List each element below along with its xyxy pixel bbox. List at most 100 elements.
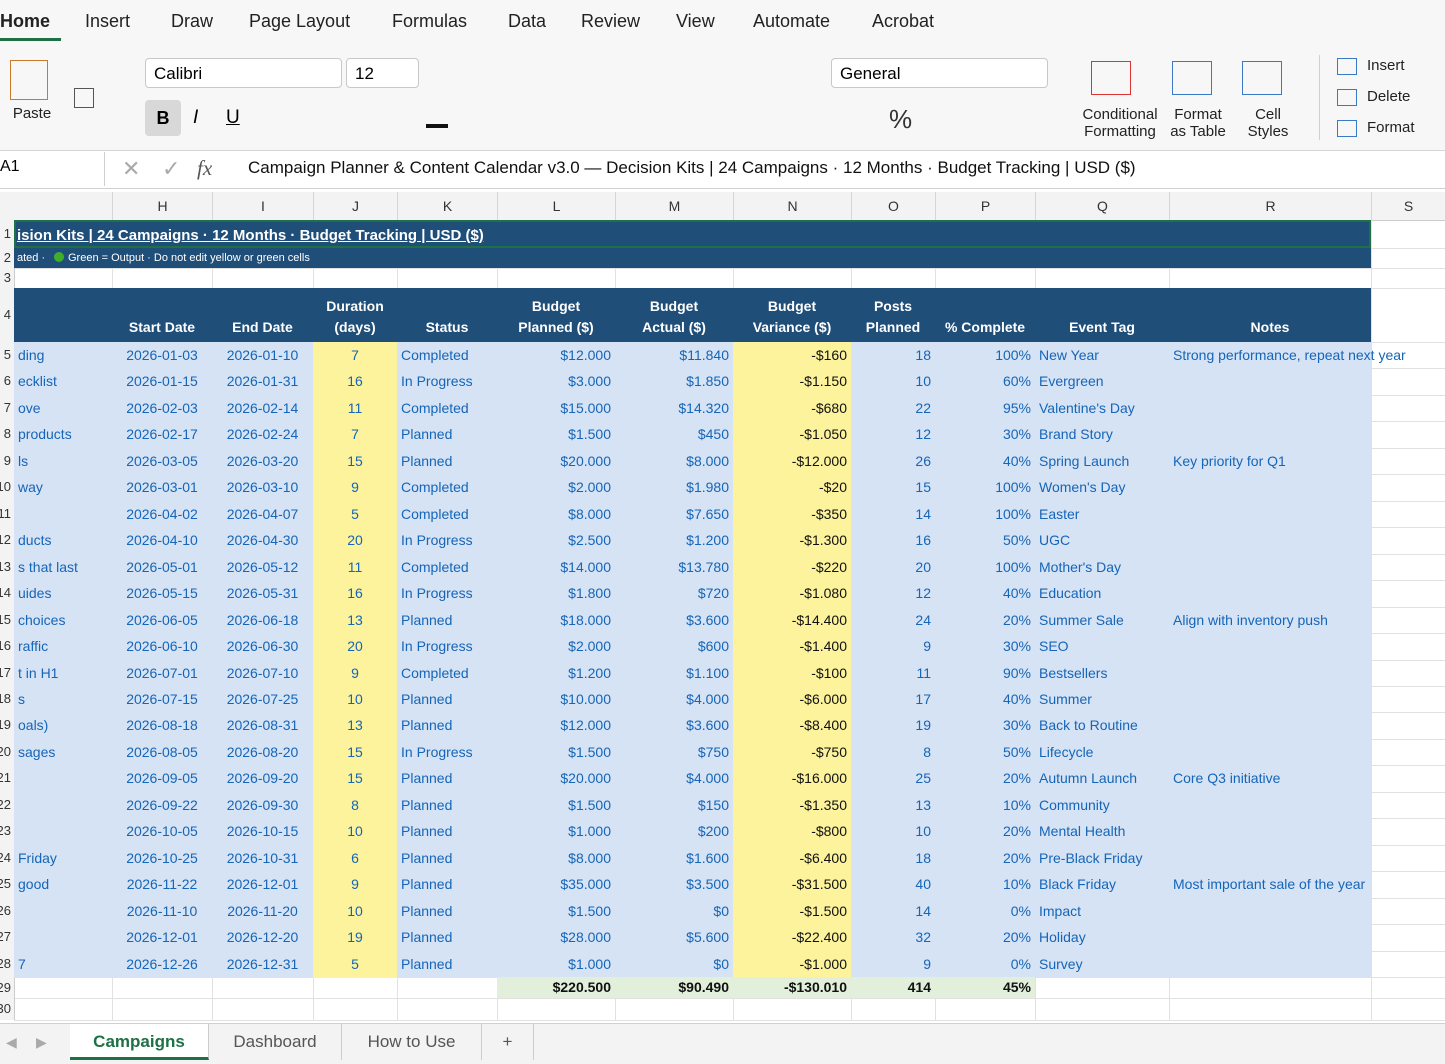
cell[interactable]: $20.000 [497, 447, 615, 475]
cells-icon[interactable] [1337, 120, 1357, 137]
cell[interactable]: ls [14, 447, 112, 475]
cell[interactable]: s that last [14, 553, 112, 581]
cell[interactable] [1169, 580, 1371, 608]
cell[interactable]: Planned [397, 818, 497, 846]
cell[interactable]: choices [14, 606, 112, 634]
cell[interactable] [1169, 818, 1371, 846]
cell[interactable]: ove [14, 394, 112, 422]
column-header[interactable]: O [851, 192, 935, 220]
cell[interactable]: 60% [935, 368, 1035, 396]
cell[interactable]: 19 [851, 712, 935, 740]
cell[interactable]: 2026-08-20 [212, 738, 313, 766]
column-header[interactable]: H [112, 192, 212, 220]
cell[interactable]: 20% [935, 606, 1035, 634]
cell[interactable]: Planned [397, 447, 497, 475]
row-header[interactable]: 24 [0, 849, 11, 865]
cell[interactable]: 2026-11-22 [112, 871, 212, 899]
cell[interactable]: -$1.000 [733, 950, 851, 978]
cell[interactable]: $1.500 [497, 791, 615, 819]
cell[interactable]: $1.000 [497, 818, 615, 846]
row-header[interactable]: 17 [0, 664, 11, 680]
cell[interactable]: 10% [935, 791, 1035, 819]
cell[interactable]: Key priority for Q1 [1169, 447, 1371, 475]
cell[interactable]: $3.600 [615, 606, 733, 634]
cell[interactable]: $1.500 [497, 421, 615, 449]
scroll-left[interactable]: ◀ [6, 1034, 17, 1050]
cell[interactable]: 2026-02-03 [112, 394, 212, 422]
cell[interactable]: New Year [1035, 342, 1169, 369]
name-box[interactable]: A1 [0, 158, 20, 175]
cell[interactable]: -$1.080 [733, 580, 851, 608]
paste-icon[interactable] [10, 60, 48, 100]
cell[interactable]: 100% [935, 500, 1035, 528]
cell[interactable]: 8 [313, 791, 397, 819]
cell[interactable] [1169, 738, 1371, 766]
cell[interactable]: Completed [397, 474, 497, 502]
cells-button[interactable]: Format [1367, 119, 1415, 136]
cell[interactable]: Planned [397, 765, 497, 793]
cell[interactable] [1169, 421, 1371, 449]
number-format-box[interactable]: General [831, 58, 1048, 88]
row-header[interactable]: 19 [0, 717, 11, 733]
cell[interactable]: Women's Day [1035, 474, 1169, 502]
cell[interactable]: 12 [851, 421, 935, 449]
cell[interactable]: 9 [313, 659, 397, 687]
cell[interactable]: -$31.500 [733, 871, 851, 899]
row-header[interactable]: 1 [3, 226, 11, 241]
ribbon-tab[interactable]: View [676, 11, 715, 31]
cell[interactable]: 2026-01-10 [212, 342, 313, 369]
cell[interactable]: 2026-05-31 [212, 580, 313, 608]
cell[interactable]: ducts [14, 527, 112, 555]
cell[interactable]: 2026-07-25 [212, 685, 313, 713]
cell[interactable]: 16 [851, 527, 935, 555]
cell[interactable]: Completed [397, 659, 497, 687]
cell[interactable]: 2026-02-24 [212, 421, 313, 449]
cell[interactable]: 11 [851, 659, 935, 687]
cell[interactable]: $2.000 [497, 474, 615, 502]
cell[interactable]: 2026-10-15 [212, 818, 313, 846]
cell[interactable] [1169, 791, 1371, 819]
cell[interactable]: $18.000 [497, 606, 615, 634]
cell[interactable]: 20% [935, 765, 1035, 793]
cell[interactable]: 100% [935, 342, 1035, 369]
cell[interactable]: Easter [1035, 500, 1169, 528]
cell[interactable]: Autumn Launch [1035, 765, 1169, 793]
cell[interactable]: Bestsellers [1035, 659, 1169, 687]
cell[interactable]: 10 [851, 368, 935, 396]
cell[interactable]: 2026-07-15 [112, 685, 212, 713]
cell[interactable]: 2026-04-10 [112, 527, 212, 555]
header-cell[interactable]: Start Date [112, 288, 212, 342]
cell[interactable]: 11 [313, 394, 397, 422]
cell[interactable]: 14 [851, 897, 935, 925]
cell[interactable]: -$100 [733, 659, 851, 687]
cell[interactable]: 13 [851, 791, 935, 819]
cell[interactable] [1169, 394, 1371, 422]
cell[interactable]: Planned [397, 606, 497, 634]
cell[interactable]: 19 [313, 924, 397, 952]
cell[interactable]: 25 [851, 765, 935, 793]
cell[interactable]: $3.500 [615, 871, 733, 899]
row-header[interactable]: 6 [3, 373, 11, 389]
cell[interactable]: 2026-09-05 [112, 765, 212, 793]
subtitle-text[interactable]: ated · [17, 252, 46, 264]
cell[interactable]: 2026-07-10 [212, 659, 313, 687]
formula-content[interactable]: Campaign Planner & Content Calendar v3.0… [248, 158, 1136, 177]
cell[interactable]: 2026-08-31 [212, 712, 313, 740]
cell[interactable] [1169, 527, 1371, 555]
cancel-button[interactable]: ✕ [122, 156, 141, 181]
cell[interactable]: $450 [615, 421, 733, 449]
cell[interactable]: Planned [397, 897, 497, 925]
row-header[interactable]: 9 [3, 452, 11, 468]
row-header[interactable]: 30 [0, 1001, 11, 1017]
cell[interactable]: 17 [851, 685, 935, 713]
cell[interactable]: -$16.000 [733, 765, 851, 793]
column-header[interactable]: N [733, 192, 851, 220]
cell[interactable]: 2026-03-20 [212, 447, 313, 475]
ribbon-tab[interactable]: Insert [85, 11, 131, 31]
row-header[interactable]: 25 [0, 876, 11, 892]
cell[interactable]: 2026-03-01 [112, 474, 212, 502]
italic-button[interactable]: I [193, 107, 199, 128]
row-header[interactable]: 27 [0, 929, 11, 945]
cell[interactable] [1169, 659, 1371, 687]
cell[interactable]: products [14, 421, 112, 449]
